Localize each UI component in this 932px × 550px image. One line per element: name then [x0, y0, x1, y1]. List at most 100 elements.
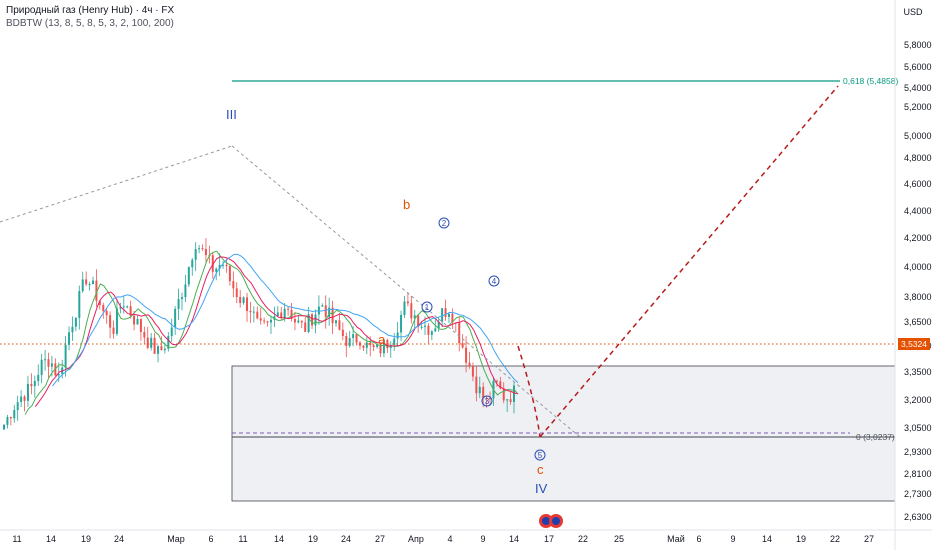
candle — [444, 299, 447, 321]
x-tick-label: 22 — [578, 534, 588, 544]
candle — [396, 321, 399, 347]
y-tick-label: 3,3500 — [904, 367, 932, 377]
x-tick-label: 25 — [614, 534, 624, 544]
x-tick-label: 14 — [274, 534, 284, 544]
candle — [9, 416, 12, 426]
candle — [290, 303, 293, 322]
x-tick-label: 9 — [730, 534, 735, 544]
wave-3: 3 — [485, 397, 490, 406]
candle — [266, 320, 269, 327]
candle — [153, 333, 156, 355]
y-tick-label: 3,8000 — [904, 292, 932, 302]
wave-III: III — [226, 107, 237, 122]
wave-2-marker: 2 — [438, 217, 450, 229]
candle — [328, 297, 331, 326]
candle — [489, 391, 492, 406]
fib-bottom-label: 0 (3,0237) — [856, 432, 895, 442]
candle — [105, 308, 108, 324]
candle — [198, 244, 201, 254]
y-tick-label: 5,4000 — [904, 83, 932, 93]
candle — [177, 288, 180, 321]
y-tick-label: 2,9300 — [904, 447, 932, 457]
candle — [393, 333, 396, 351]
wave-4-marker: 4 — [488, 275, 500, 287]
candle — [451, 308, 454, 329]
candle — [441, 308, 444, 328]
candle — [3, 423, 5, 431]
candle — [74, 317, 77, 332]
candle — [249, 302, 252, 324]
trend-line-upper — [0, 145, 233, 223]
candle — [338, 313, 341, 331]
candle — [174, 306, 177, 335]
candle — [403, 296, 406, 318]
x-tick-label: 24 — [114, 534, 124, 544]
x-tick-label: 14 — [509, 534, 519, 544]
candle — [180, 292, 183, 311]
y-tick-label: 5,2000 — [904, 102, 932, 112]
candle — [16, 395, 19, 421]
candle — [362, 345, 365, 351]
economic-events[interactable] — [539, 514, 563, 528]
candle — [304, 317, 307, 332]
currency-button[interactable]: USD — [903, 7, 923, 17]
candle — [40, 353, 43, 384]
y-tick-label: 5,6000 — [904, 62, 932, 72]
wave-labels: III IV a b c 1 2 3 4 5 — [226, 107, 548, 496]
candle — [20, 390, 23, 408]
candle — [78, 285, 81, 330]
chart-legend: Природный газ (Henry Hub) · 4ч · FX BDBT… — [6, 4, 174, 30]
candle — [242, 296, 245, 305]
candle — [85, 271, 88, 287]
candle — [430, 330, 433, 341]
candle — [482, 382, 485, 408]
y-tick-label: 4,4000 — [904, 206, 932, 216]
projection-down — [517, 345, 541, 438]
candle — [37, 364, 40, 386]
candle — [314, 309, 317, 334]
candle — [335, 320, 338, 327]
wave-1-marker: 1 — [421, 301, 433, 313]
x-tick-label: 17 — [544, 534, 554, 544]
candle — [139, 318, 142, 341]
x-tick-label: 11 — [238, 534, 247, 544]
candle — [365, 336, 368, 355]
symbol-title[interactable]: Природный газ (Henry Hub) · 4ч · FX — [6, 5, 175, 16]
price-axis[interactable]: 5,8000 5,6000 5,4000 5,2000 5,0000 4,8000 4,60… — [894, 0, 932, 550]
candle — [382, 338, 385, 358]
fib-top-label: 0,618 (5,4858) — [843, 76, 898, 86]
candle — [228, 264, 231, 286]
x-tick-label: 27 — [864, 534, 874, 544]
candle — [167, 331, 170, 352]
y-tick-label: 2,6300 — [904, 512, 932, 522]
y-tick-label: 5,0000 — [904, 131, 932, 141]
x-tick-label: 14 — [762, 534, 772, 544]
candle — [146, 326, 149, 350]
candle — [33, 375, 36, 398]
candle — [88, 281, 91, 291]
candle — [252, 306, 255, 323]
projection-lines — [0, 85, 839, 438]
y-tick-label: 4,6000 — [904, 179, 932, 189]
indicator-label[interactable]: BDBTW (13, 8, 5, 8, 5, 3, 2, 100, 200) — [6, 18, 174, 29]
candle — [235, 282, 238, 304]
candle — [509, 391, 512, 405]
wave-5: 5 — [538, 451, 543, 460]
last-price-label: 3,5324 — [901, 339, 927, 349]
candle — [150, 332, 153, 351]
candle — [26, 376, 29, 407]
wave-IV: IV — [535, 481, 548, 496]
candle — [204, 238, 207, 263]
candle — [321, 303, 324, 307]
candle — [157, 344, 160, 363]
candle — [465, 336, 468, 373]
candle — [311, 313, 314, 330]
wave-4: 4 — [492, 277, 497, 286]
candle — [91, 276, 94, 285]
candle — [348, 330, 351, 348]
candle — [54, 358, 57, 377]
candle — [136, 315, 139, 325]
time-axis[interactable]: 11 14 19 24 Мар 6 11 14 19 24 27 Апр 4 9 14 17 22 25 Май 6 9… — [0, 529, 932, 544]
